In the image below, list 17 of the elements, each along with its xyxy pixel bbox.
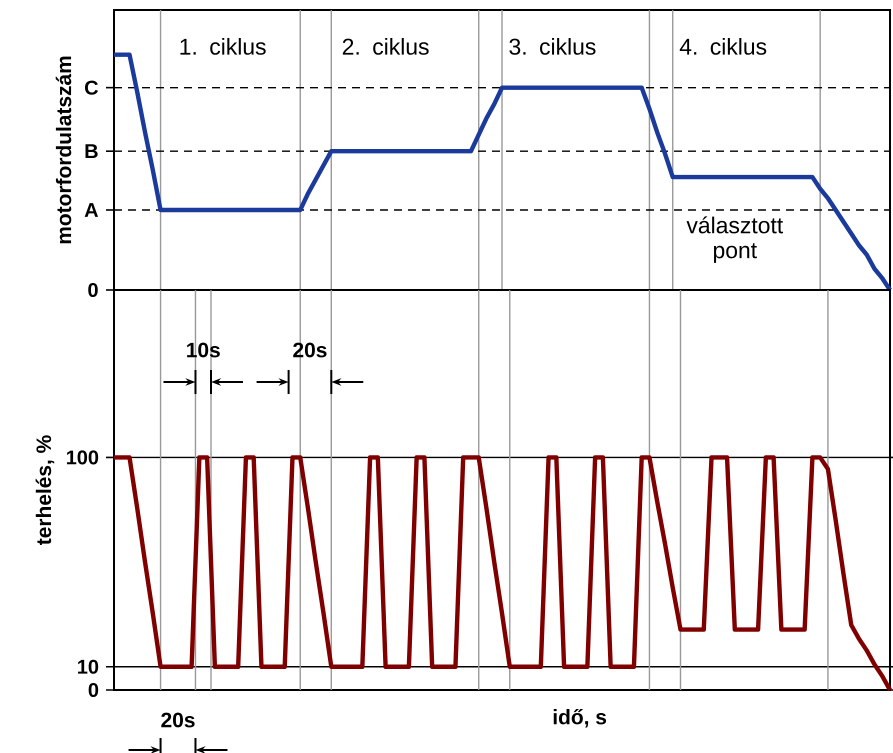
y-axis-title: motorfordulatszám xyxy=(56,56,72,244)
y-axis-title: terhelés, % xyxy=(36,435,54,545)
annotation: 20s xyxy=(293,342,327,358)
ref-line-label: A xyxy=(84,203,98,217)
y-tick-label: 10 xyxy=(78,660,98,674)
y-tick-label: 100 xyxy=(66,450,98,464)
annotation: 1. ciklus xyxy=(180,38,266,55)
annotation: 2. ciklus xyxy=(342,38,429,55)
text: 20s xyxy=(161,712,195,728)
y-tick-label: 0 xyxy=(88,682,98,698)
ref-line-label: B xyxy=(86,144,98,158)
annotation: választott pont xyxy=(686,216,784,263)
ref-line-label: C xyxy=(84,80,98,95)
x-axis-title: idő, s xyxy=(554,709,606,728)
annotation: 10s xyxy=(187,342,220,358)
annotation: 4. ciklus xyxy=(680,38,766,55)
annotation: 3. ciklus xyxy=(509,38,596,55)
